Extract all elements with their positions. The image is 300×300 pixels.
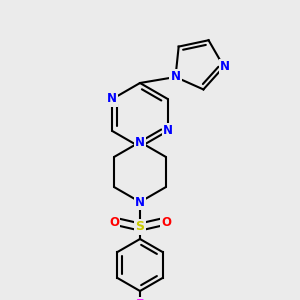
Text: N: N [220, 60, 230, 73]
Text: N: N [170, 70, 181, 83]
Text: O: O [109, 215, 119, 229]
Text: N: N [135, 136, 145, 148]
Text: S: S [136, 220, 145, 233]
Text: N: N [135, 196, 145, 208]
Text: N: N [163, 124, 173, 137]
Text: F: F [136, 298, 144, 300]
Text: O: O [161, 215, 171, 229]
Text: N: N [107, 92, 117, 106]
